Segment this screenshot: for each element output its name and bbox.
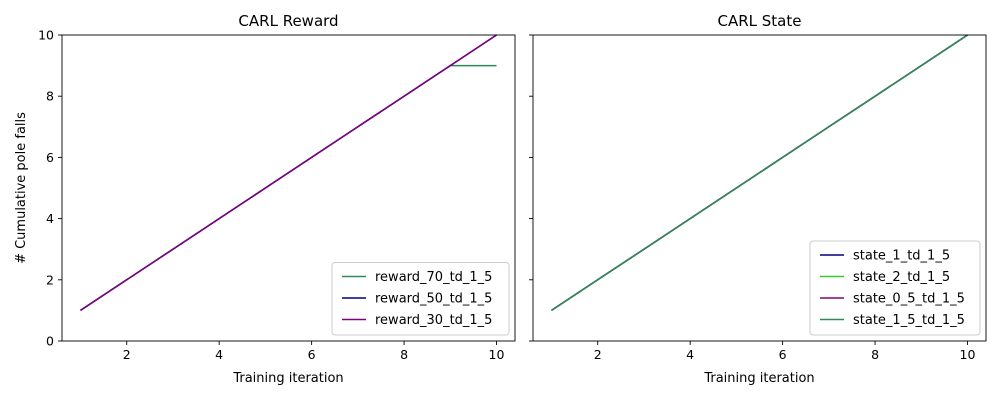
legend-box xyxy=(331,262,510,336)
y-tick-label: 2 xyxy=(46,272,54,287)
x-tick-label: 6 xyxy=(308,347,316,362)
legend-label-reward_50_td_1_5: reward_50_td_1_5 xyxy=(375,292,492,307)
axes-frame xyxy=(61,34,516,342)
legend: reward_70_td_1_5 reward_50_td_1_5 reward_3… xyxy=(331,262,510,336)
y-axis-label: # Cumulative pole falls xyxy=(14,112,29,264)
x-tick-label: 4 xyxy=(686,347,694,362)
legend-label-state_2_td_1_5: state_2_td_1_5 xyxy=(853,270,950,285)
y-tick-label: 8 xyxy=(46,89,54,104)
chart-title: CARL Reward xyxy=(238,12,338,30)
legend-label-state_1_td_1_5: state_1_td_1_5 xyxy=(853,249,950,264)
legend-label-state_1_5_td_1_5: state_1_5_td_1_5 xyxy=(853,313,965,328)
x-tick-label: 10 xyxy=(960,347,976,362)
series-line-state_1_5_td_1_5 xyxy=(551,34,968,312)
legend-label-reward_70_td_1_5: reward_70_td_1_5 xyxy=(375,270,492,285)
x-tick-label: 2 xyxy=(123,347,131,362)
x-tick-label: 2 xyxy=(594,347,602,362)
x-axis-label: Training iteration xyxy=(703,371,814,386)
x-tick-label: 4 xyxy=(215,347,223,362)
y-tick-label: 6 xyxy=(46,150,54,165)
chart-title: CARL State xyxy=(718,12,802,30)
x-tick-label: 6 xyxy=(779,347,787,362)
x-axis-label: Training iteration xyxy=(232,371,343,386)
chart-panel-carl-reward: 2 4 6 8 10 0 2 4 6 8 10 CARL Reward Training iterati… xyxy=(14,12,516,386)
y-tick-label: 0 xyxy=(46,334,54,349)
series-line-reward_30_td_1_5 xyxy=(80,34,497,312)
legend: state_1_td_1_5 state_2_td_1_5 state_0_5_td… xyxy=(809,240,981,336)
legend-label-state_0_5_td_1_5: state_0_5_td_1_5 xyxy=(853,292,965,307)
x-tick-label: 8 xyxy=(400,347,408,362)
axes-frame xyxy=(532,34,987,342)
x-tick-label: 10 xyxy=(489,347,505,362)
y-tick-label: 10 xyxy=(38,28,54,43)
legend-label-reward_30_td_1_5: reward_30_td_1_5 xyxy=(375,313,492,328)
x-tick-label: 8 xyxy=(871,347,879,362)
legend-box xyxy=(809,240,981,336)
chart-panel-carl-state: 2 4 6 8 10 CARL State Training iteration state_… xyxy=(529,12,987,386)
y-tick-label: 4 xyxy=(46,211,54,226)
